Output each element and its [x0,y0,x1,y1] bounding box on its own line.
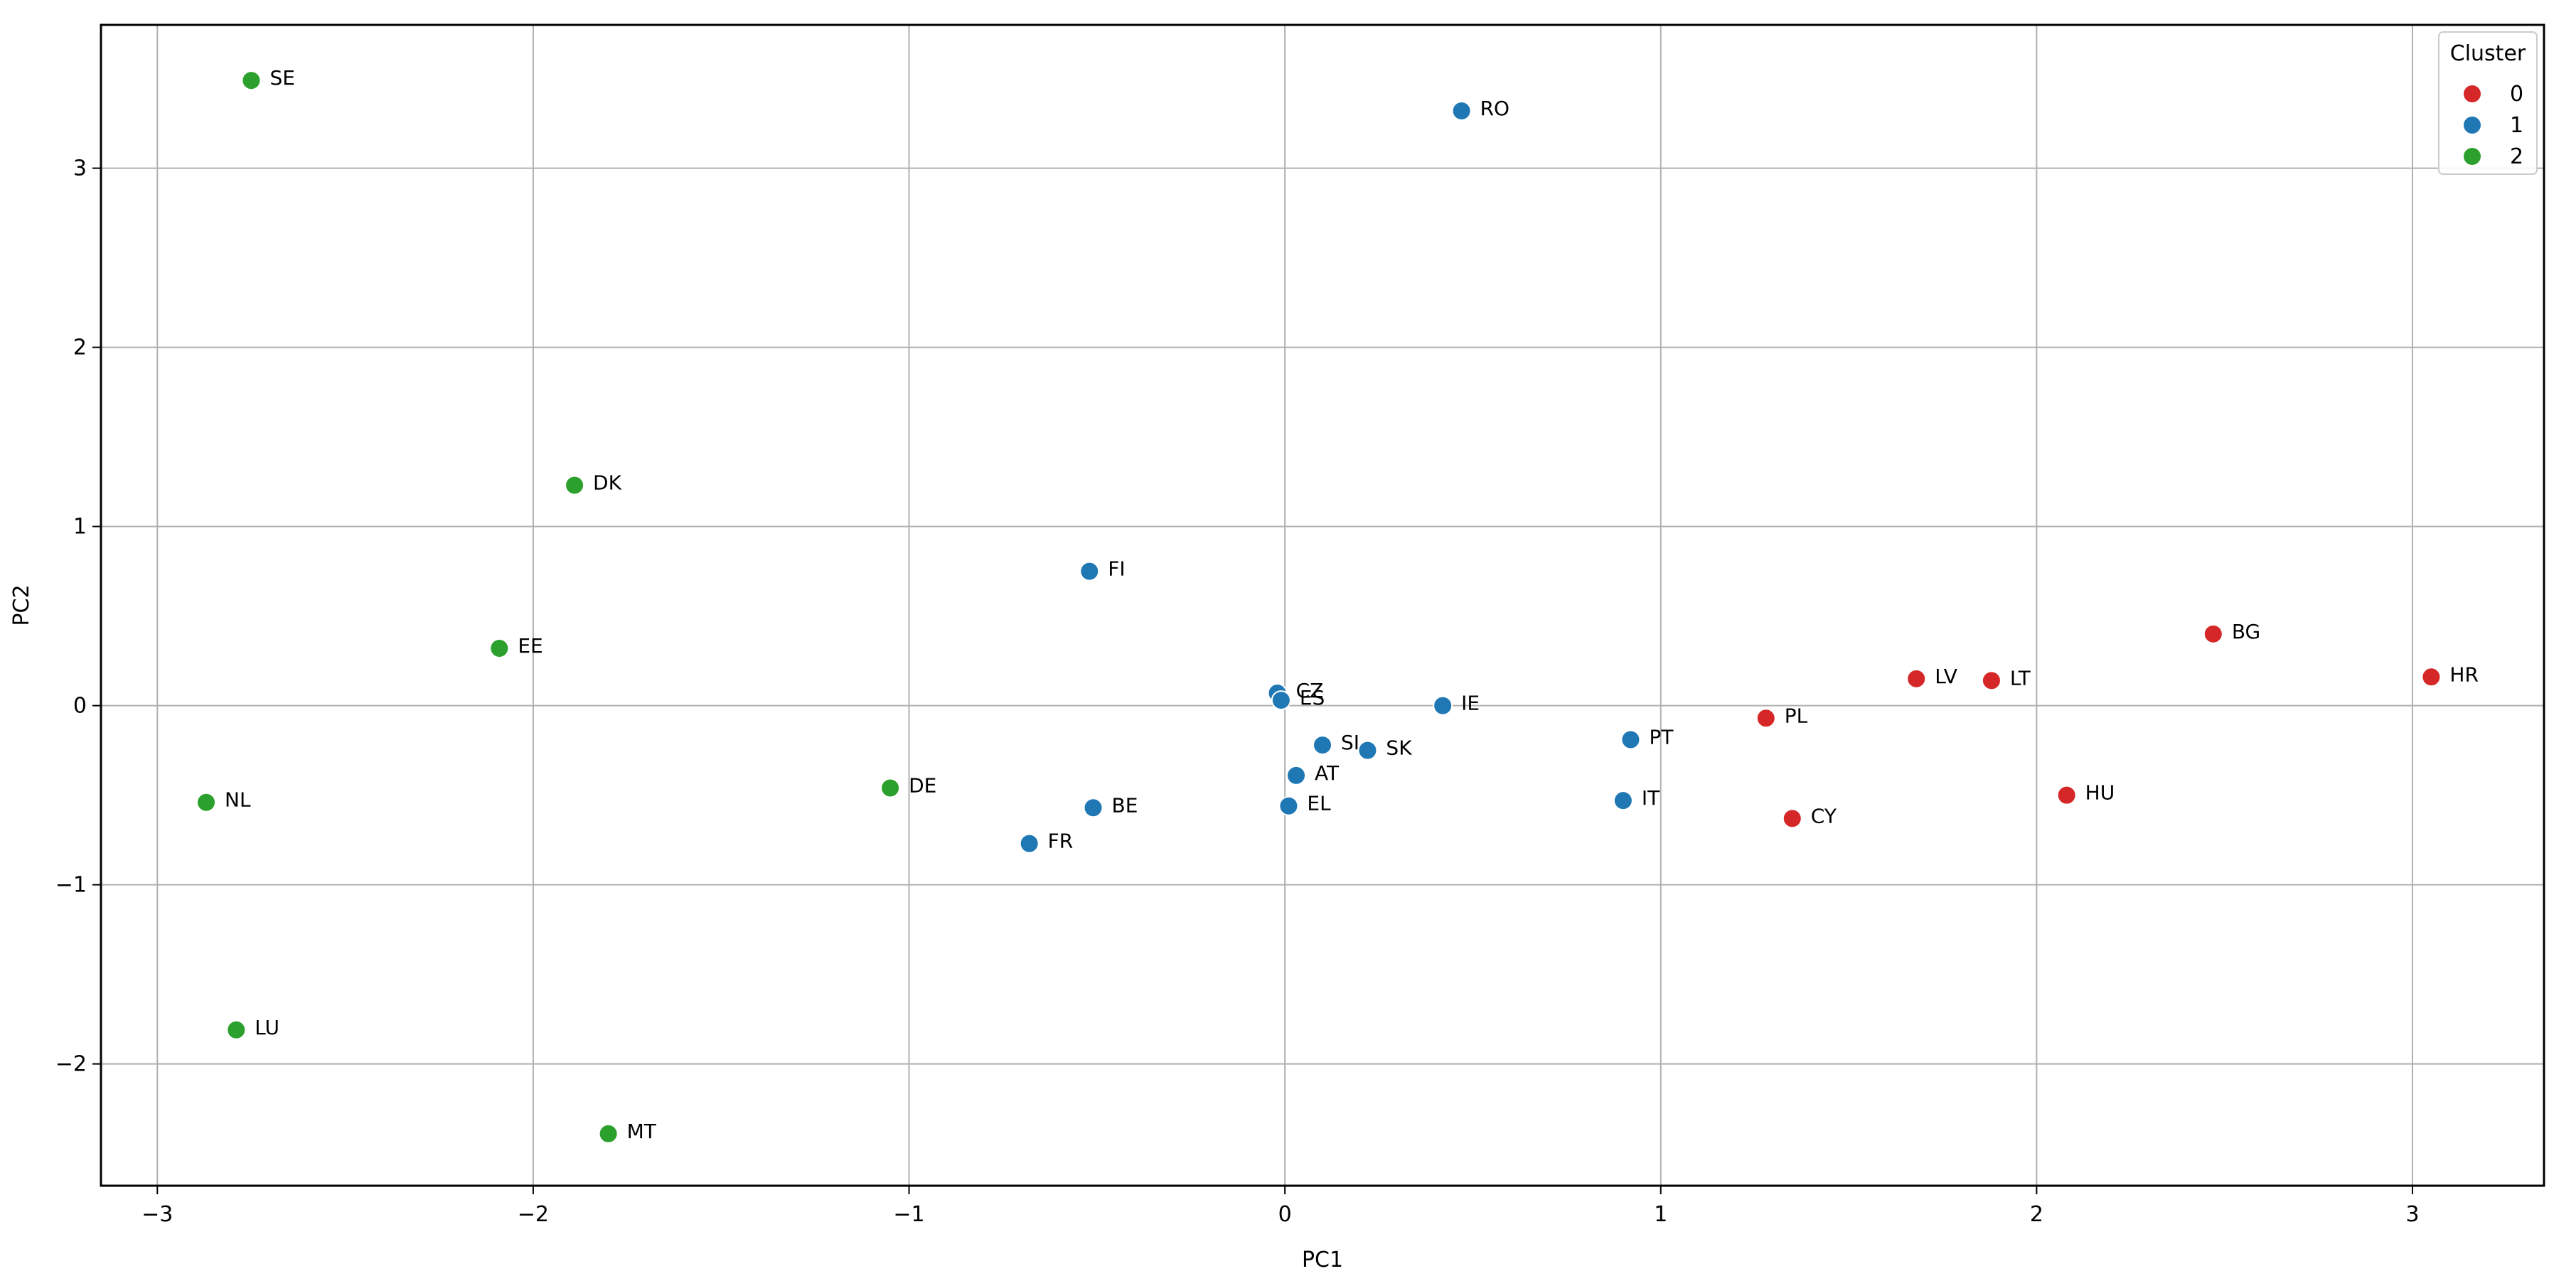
data-point-se [241,70,262,91]
data-point-ie [1433,695,1453,716]
y-tick-label: 0 [73,694,87,719]
data-point-be [1083,798,1103,818]
data-point-ro [1451,100,1472,121]
data-point-cy [1782,808,1802,829]
legend-marker-1 [2462,115,2482,135]
plot-frame [100,23,2545,1187]
point-label-pt: PT [1649,726,1674,749]
x-axis-label: PC1 [1302,1248,1343,1272]
x-tick-label: 3 [2405,1202,2419,1227]
legend-marker-0 [2462,84,2482,104]
y-axis-label: PC2 [9,584,34,626]
data-point-el [1278,795,1299,816]
data-point-pt [1620,729,1641,750]
point-label-es: ES [1300,686,1325,709]
data-point-de [880,778,901,798]
x-tick-label: −3 [141,1202,173,1227]
point-label-at: AT [1315,761,1340,785]
point-label-si: SI [1341,731,1359,754]
point-label-nl: NL [225,788,251,812]
data-point-at [1286,765,1306,786]
data-point-dk [565,475,585,495]
data-point-si [1313,735,1332,756]
point-label-el: EL [1307,792,1331,815]
data-point-nl [196,792,217,813]
y-tick-label: 3 [73,156,87,181]
legend-box [2438,31,2538,175]
data-point-mt [598,1123,619,1144]
axes: −3 −2 −1 0 1 2 3 −2 −1 0 1 2 3 [55,156,2420,1227]
data-point-sk [1357,740,1378,761]
x-tick-label: −2 [518,1202,549,1227]
x-tick-label: −1 [893,1202,924,1227]
point-label-pl: PL [1785,704,1808,727]
y-tick-label: 1 [73,515,87,540]
point-label-hr: HR [2449,663,2479,686]
legend-label-2: 2 [2510,144,2523,169]
data-point-it [1613,790,1633,811]
data-point-es [1271,690,1291,711]
data-point-lv [1906,668,1927,689]
legend-title: Cluster [2450,41,2526,66]
y-tick-label: 2 [73,336,87,360]
data-point-pl [1755,708,1776,729]
data-point-lt [1981,670,2002,691]
point-label-hu: HU [2085,781,2115,805]
y-tick-label: −1 [55,873,87,898]
y-tick-label: −2 [55,1052,87,1077]
point-label-cz: CZ [1296,679,1324,702]
data-point-hu [2056,785,2077,805]
point-label-fi: FI [1108,557,1125,581]
data-point-bg [2203,623,2223,644]
point-label-se: SE [269,66,294,90]
x-tick-label: 0 [1278,1202,1292,1227]
data-point-lu [226,1019,247,1040]
point-label-lu: LU [255,1016,279,1039]
point-label-ro: RO [1480,97,1510,120]
point-label-it: IT [1642,786,1660,810]
data-point-fr [1019,833,1040,854]
point-label-de: DE [909,774,936,798]
point-label-lv: LV [1935,665,1957,688]
point-label-bg: BG [2232,620,2260,643]
x-tick-label: 1 [1654,1202,1667,1227]
point-label-cy: CY [1811,804,1837,827]
point-label-mt: MT [627,1120,657,1143]
point-label-fr: FR [1048,830,1074,853]
data-points [196,70,2442,1144]
x-tick-label: 2 [2030,1202,2043,1227]
grid [101,25,2544,1186]
legend-label-0: 0 [2510,82,2523,107]
legend: Cluster 0 1 2 [2438,31,2538,175]
point-label-ee: EE [518,634,543,658]
data-point-fi [1079,561,1100,581]
data-point-ee [489,638,510,658]
point-label-ie: IE [1461,692,1480,715]
legend-label-1: 1 [2510,113,2523,138]
point-label-be: BE [1112,793,1138,817]
point-label-lt: LT [2010,666,2031,690]
point-label-sk: SK [1386,736,1412,760]
data-point-hr [2421,667,2442,687]
legend-marker-2 [2462,146,2482,166]
point-label-dk: DK [593,471,622,495]
